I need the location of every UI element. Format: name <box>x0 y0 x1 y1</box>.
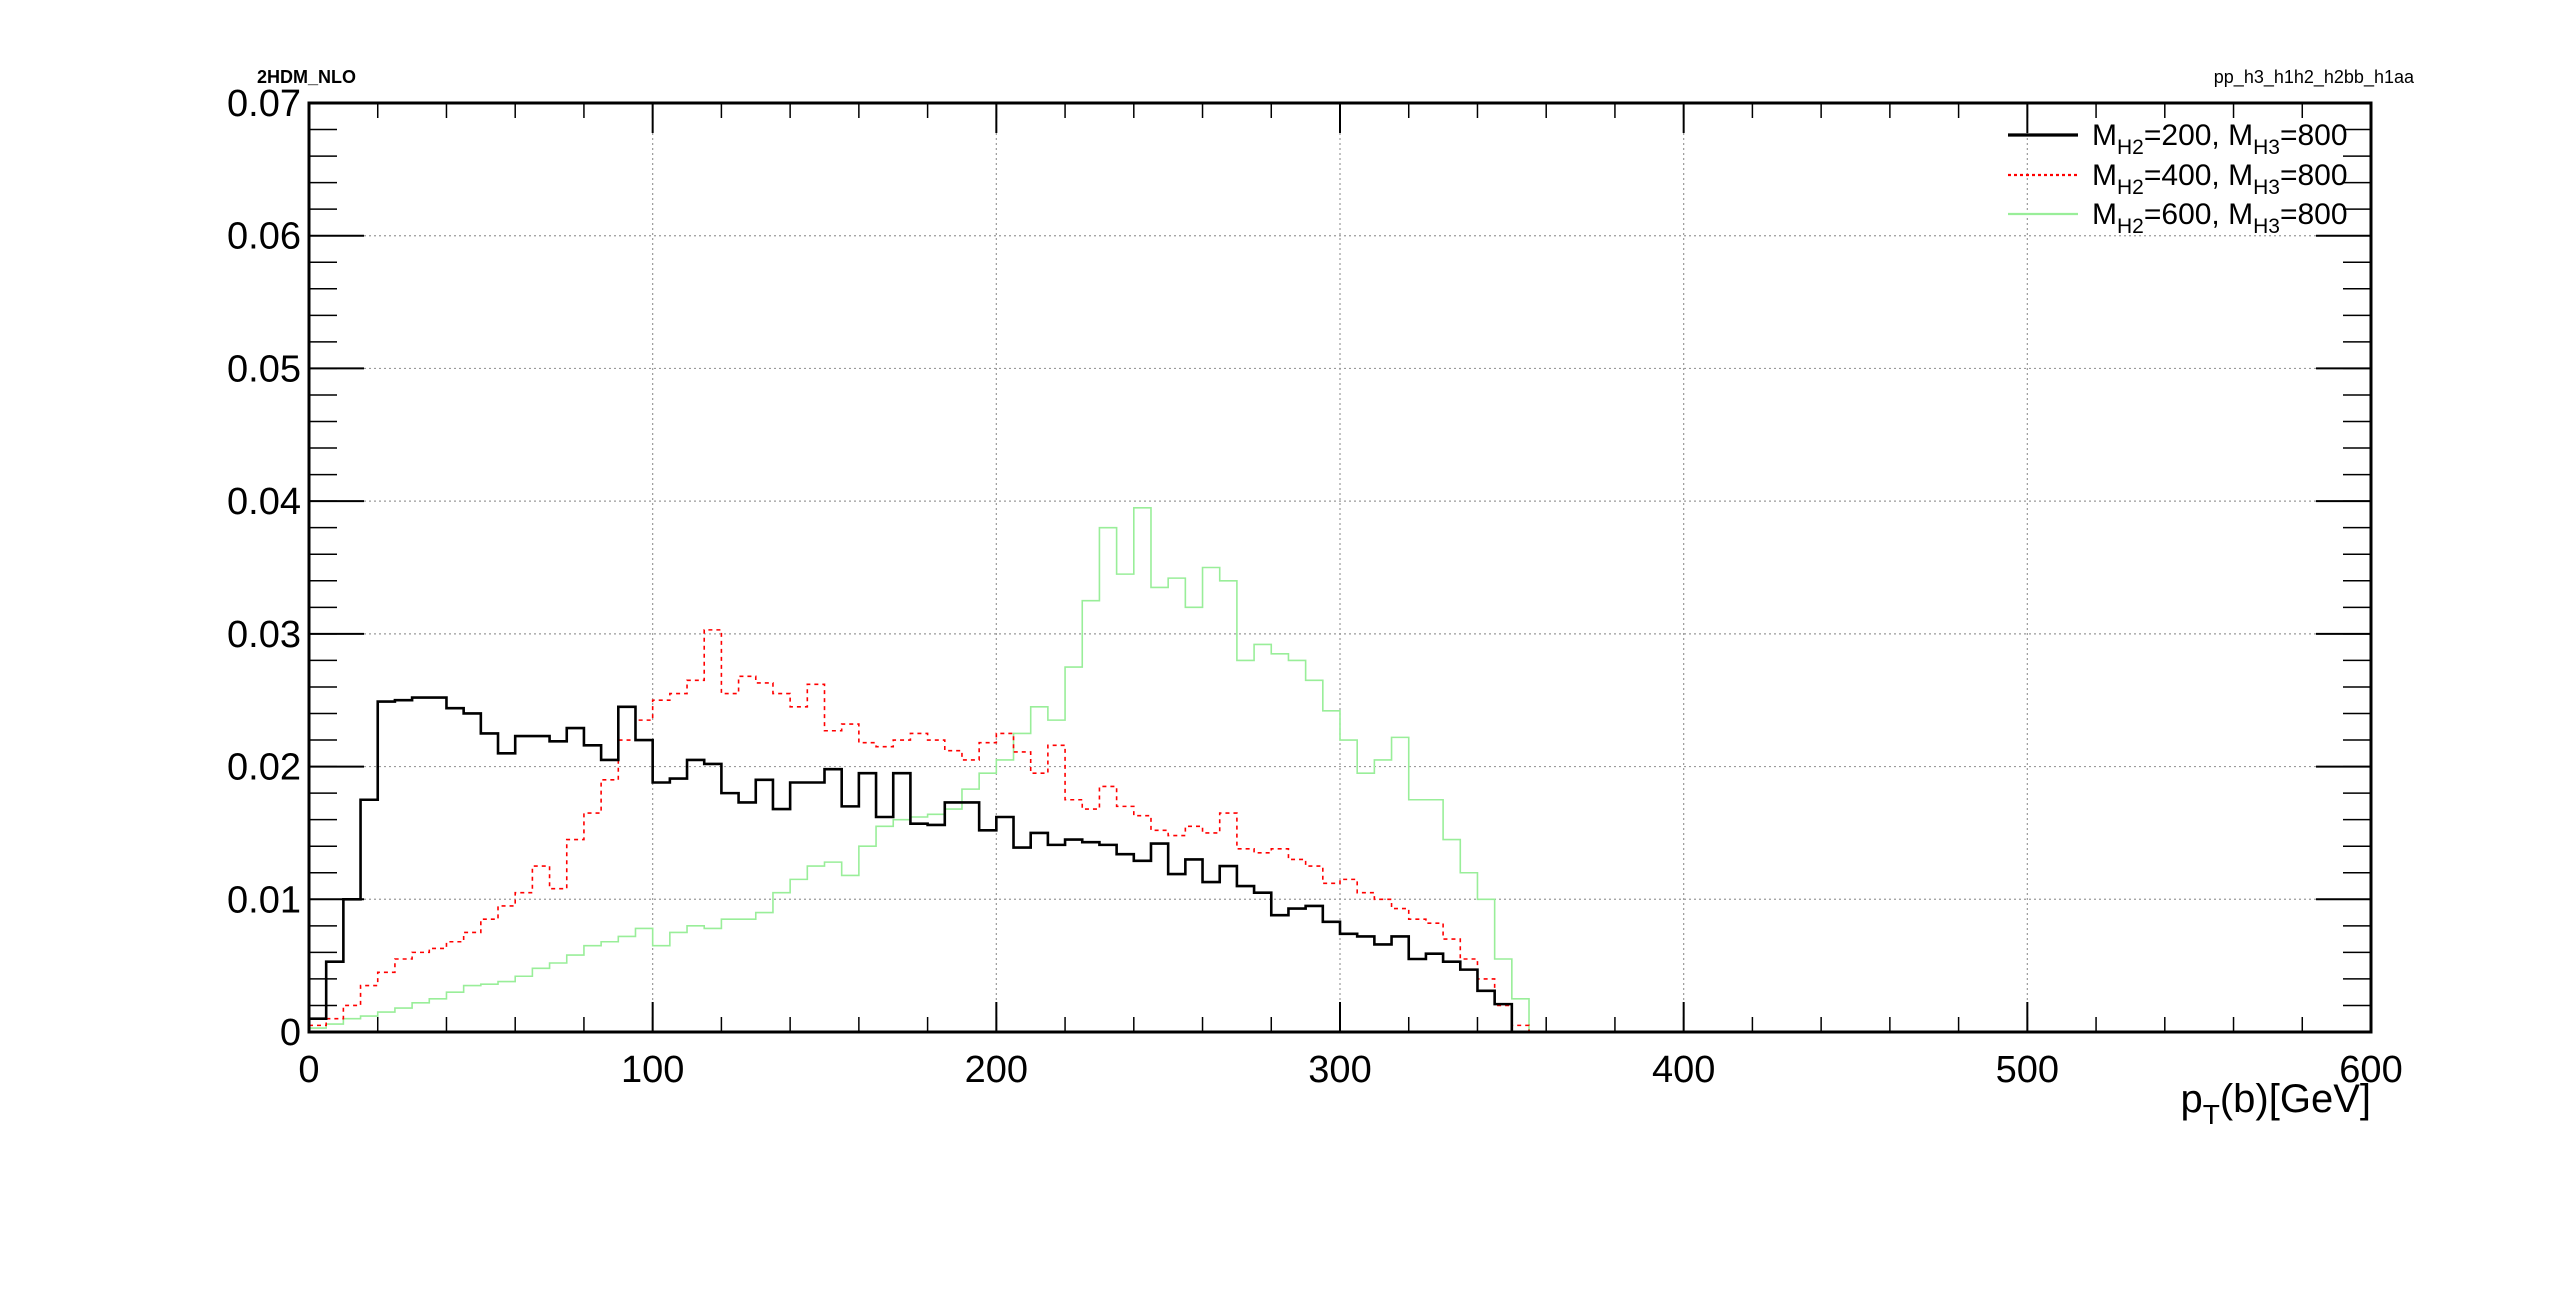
legend-label-part: =600, M <box>2144 198 2253 231</box>
series-line-1 <box>309 696 1547 1034</box>
x-tick-label: 600 <box>2339 1049 2402 1091</box>
legend-label-1: MH2=200, MH3=800 <box>2092 119 2348 159</box>
legend-label-part: M <box>2092 119 2117 152</box>
y-tick-labels: 0 0.01 0.02 0.03 0.04 0.05 0.06 0.07 <box>227 83 301 1054</box>
y-tick-label: 0.07 <box>227 83 301 125</box>
plot-frame <box>307 101 2373 1034</box>
y-tick-label: 0.01 <box>227 879 301 921</box>
x-tick-label: 500 <box>1996 1049 2059 1091</box>
left-corner-label: 2HDM_NLO <box>257 67 356 87</box>
legend-label-part: =800 <box>2280 119 2348 152</box>
y-tick-label: 0.05 <box>227 348 301 390</box>
x-tick-label: 0 <box>298 1049 319 1091</box>
legend-label-part: =800 <box>2280 159 2348 192</box>
legend-label-3: MH2=600, MH3=800 <box>2092 198 2348 238</box>
x-axis-title: pT(b)[GeV] <box>2180 1077 2371 1130</box>
x-tick-label: 200 <box>965 1049 1028 1091</box>
legend-label-part: H2 <box>2117 176 2144 199</box>
y-tick-label: 0 <box>280 1012 301 1054</box>
y-tick-label: 0.03 <box>227 614 301 656</box>
legend-label-part: M <box>2092 159 2117 192</box>
legend-label-part: =800 <box>2280 198 2348 231</box>
legend-label-part: H2 <box>2117 136 2144 159</box>
series-line-3 <box>309 506 1547 1033</box>
legend-label-part: M <box>2092 198 2117 231</box>
x-tick-label: 300 <box>1308 1049 1371 1091</box>
series-layer <box>309 506 1547 1034</box>
legend-label-part: H3 <box>2253 176 2280 199</box>
y-tick-label: 0.04 <box>227 481 301 523</box>
x-tick-labels: 0 100 200 300 400 500 600 <box>298 1049 2402 1091</box>
x-tick-label: 100 <box>621 1049 684 1091</box>
legend-label-part: =400, M <box>2144 159 2253 192</box>
grid-lines <box>309 103 2371 1032</box>
x-axis-title-main: p <box>2180 1077 2202 1121</box>
right-corner-label: pp_h3_h1h2_h2bb_h1aa <box>2214 67 2415 88</box>
axis-ticks <box>308 102 2372 1033</box>
x-tick-label: 400 <box>1652 1049 1715 1091</box>
legend-label-part: =200, M <box>2144 119 2253 152</box>
legend-label-part: H3 <box>2253 215 2280 238</box>
series-line-2 <box>309 629 1547 1033</box>
legend-label-part: H2 <box>2117 215 2144 238</box>
x-axis-title-rest: (b)[GeV] <box>2220 1077 2371 1121</box>
legend-label-part: H3 <box>2253 136 2280 159</box>
x-axis-title-sub: T <box>2203 1099 2220 1130</box>
y-tick-label: 0.02 <box>227 747 301 789</box>
y-tick-label: 0.06 <box>227 216 301 258</box>
legend-label-2: MH2=400, MH3=800 <box>2092 159 2348 199</box>
